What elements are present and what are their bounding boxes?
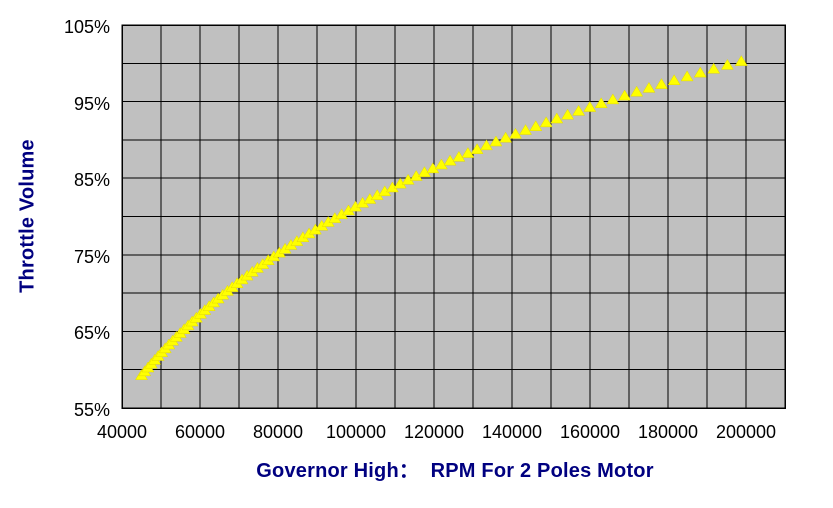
gridlines: [122, 25, 785, 408]
y-tick-label: 75%: [73, 246, 110, 267]
triangle-marker: [667, 74, 681, 86]
triangle-marker: [479, 139, 493, 151]
triangle-marker: [509, 127, 522, 139]
x-tick-label: 40000: [96, 422, 148, 442]
x-tick-label: 60000: [174, 422, 226, 442]
triangle-marker: [618, 89, 632, 101]
triangle-marker: [630, 85, 644, 97]
y-tick-label: 85%: [73, 170, 110, 191]
triangle-marker: [720, 58, 734, 70]
x-tick-label: 100000: [325, 422, 387, 442]
triangle-marker: [693, 66, 707, 78]
series-throttle-vs-rpm: [135, 55, 748, 380]
triangle-marker: [561, 108, 575, 120]
triangle-marker: [434, 158, 448, 170]
triangle-marker: [443, 154, 457, 166]
x-tick-label: 200000: [715, 422, 777, 442]
y-axis-title: Throttle Volume: [16, 139, 39, 293]
x-tick-label: 120000: [403, 422, 465, 442]
triangle-marker: [583, 101, 597, 112]
y-tick-label: 95%: [73, 93, 110, 114]
triangle-marker: [550, 112, 564, 124]
triangle-marker: [539, 116, 553, 128]
y-tick-label: 65%: [73, 323, 110, 344]
triangle-marker: [470, 143, 484, 154]
triangle-marker: [572, 104, 586, 116]
x-axis-title: Governor High： RPM For 2 Poles Motor: [256, 460, 654, 482]
triangle-marker: [499, 131, 513, 143]
triangle-marker: [654, 78, 668, 89]
x-tick-label: 180000: [637, 422, 699, 442]
triangle-marker: [707, 62, 721, 74]
triangle-marker: [606, 93, 620, 105]
triangle-marker: [489, 135, 503, 147]
plot-border: [121, 24, 786, 409]
x-tick-label: 140000: [481, 422, 543, 442]
triangle-marker: [519, 124, 532, 135]
triangle-marker: [452, 150, 466, 162]
triangle-marker: [680, 70, 694, 82]
x-tick-label: 160000: [559, 422, 621, 442]
triangle-marker: [642, 81, 656, 93]
triangle-marker: [461, 147, 475, 158]
triangle-marker: [594, 97, 608, 108]
x-tick-label: 80000: [252, 422, 304, 442]
y-tick-label: 105%: [63, 17, 110, 37]
triangle-marker: [734, 55, 748, 66]
triangle-marker: [529, 120, 543, 131]
y-tick-label: 55%: [73, 400, 110, 420]
